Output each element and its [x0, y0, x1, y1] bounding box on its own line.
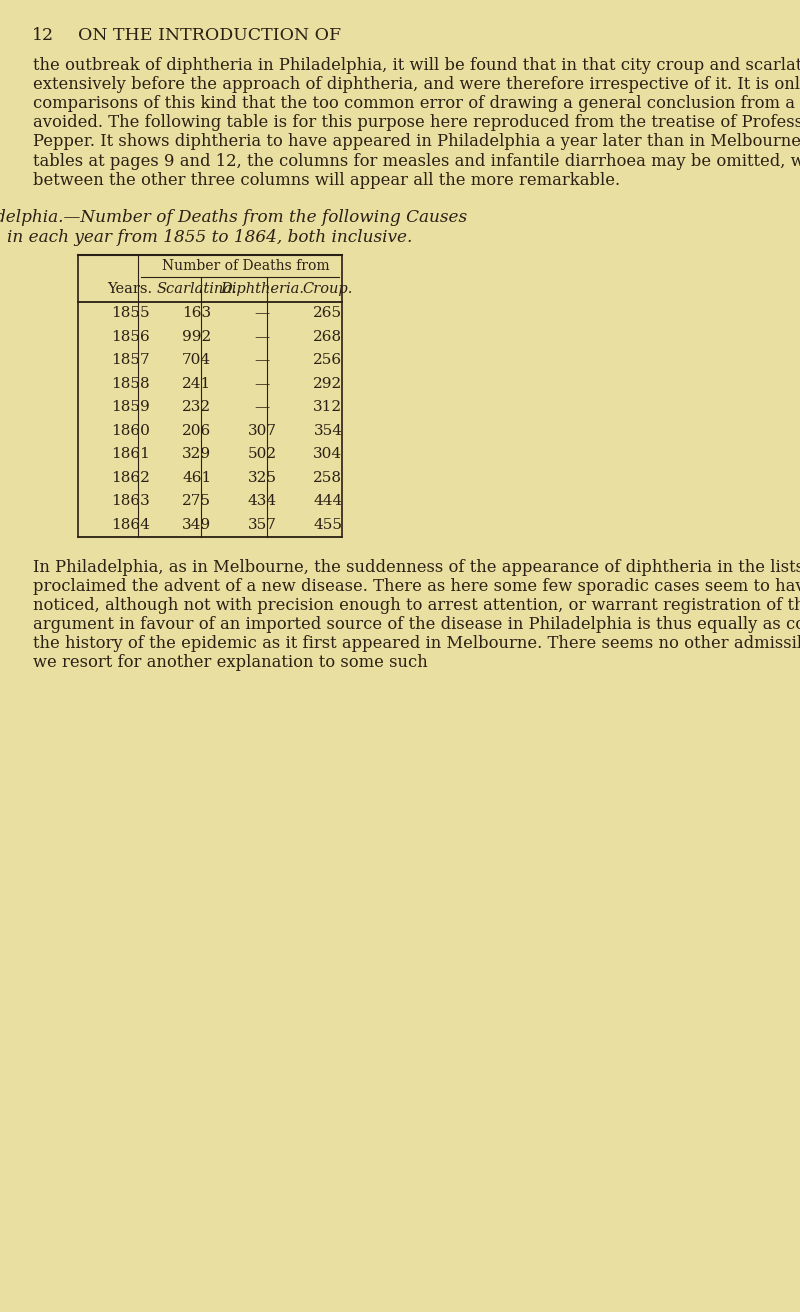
Text: 444: 444 — [314, 495, 342, 508]
Text: 258: 258 — [314, 471, 342, 485]
Text: 1862: 1862 — [110, 471, 150, 485]
Text: —: — — [254, 306, 270, 320]
Text: tables at pages 9 and 12, the columns for measles and infantile diarrhoea may be: tables at pages 9 and 12, the columns fo… — [33, 152, 800, 169]
Text: 1863: 1863 — [110, 495, 150, 508]
Text: 502: 502 — [248, 447, 277, 462]
Text: —: — — [254, 400, 270, 415]
Text: 307: 307 — [248, 424, 277, 438]
Text: 1856: 1856 — [110, 329, 150, 344]
Text: the history of the epidemic as it first appeared in Melbourne. There seems no ot: the history of the epidemic as it first … — [33, 635, 800, 652]
Text: proclaimed the advent of a new disease. There as here some few sporadic cases se: proclaimed the advent of a new disease. … — [33, 577, 800, 594]
Text: 325: 325 — [248, 471, 277, 485]
Text: 304: 304 — [314, 447, 342, 462]
Text: 329: 329 — [182, 447, 211, 462]
Text: comparisons of this kind that the too common error of drawing a general conclusi: comparisons of this kind that the too co… — [33, 96, 800, 113]
Text: 1861: 1861 — [110, 447, 150, 462]
Text: 12: 12 — [31, 28, 54, 45]
Text: ON THE INTRODUCTION OF: ON THE INTRODUCTION OF — [78, 28, 342, 45]
Text: 1859: 1859 — [110, 400, 150, 415]
Text: 163: 163 — [182, 306, 211, 320]
Text: 1858: 1858 — [110, 377, 150, 391]
Text: In Philadelphia, as in Melbourne, the suddenness of the appearance of diphtheria: In Philadelphia, as in Melbourne, the su… — [33, 559, 800, 576]
Text: 349: 349 — [182, 518, 211, 531]
Text: 704: 704 — [182, 353, 211, 367]
Text: 354: 354 — [314, 424, 342, 438]
Text: 455: 455 — [314, 518, 342, 531]
Text: 232: 232 — [182, 400, 211, 415]
Text: 434: 434 — [248, 495, 277, 508]
Text: 1860: 1860 — [110, 424, 150, 438]
Text: 256: 256 — [314, 353, 342, 367]
Text: 265: 265 — [314, 306, 342, 320]
Text: 1857: 1857 — [110, 353, 150, 367]
Text: Years.: Years. — [107, 282, 153, 297]
Text: 241: 241 — [182, 377, 211, 391]
Text: —: — — [254, 377, 270, 391]
Text: extensively before the approach of diphtheria, and were therefore irrespective o: extensively before the approach of dipht… — [33, 76, 800, 93]
Text: Philadelphia.—Number of Deaths from the following Causes: Philadelphia.—Number of Deaths from the … — [0, 209, 467, 226]
Text: Scarlatina.: Scarlatina. — [157, 282, 237, 297]
Text: the outbreak of diphtheria in Philadelphia, it will be found that in that city c: the outbreak of diphtheria in Philadelph… — [33, 56, 800, 73]
Text: Diphtheria.: Diphtheria. — [220, 282, 304, 297]
Text: —: — — [254, 329, 270, 344]
Text: Pepper. It shows diphtheria to have appeared in Philadelphia a year later than i: Pepper. It shows diphtheria to have appe… — [33, 134, 800, 151]
Text: 292: 292 — [314, 377, 342, 391]
Text: 1864: 1864 — [110, 518, 150, 531]
Text: we resort for another explanation to some such: we resort for another explanation to som… — [33, 655, 427, 672]
Text: between the other three columns will appear all the more remarkable.: between the other three columns will app… — [33, 172, 620, 189]
Text: Croup.: Croup. — [302, 282, 353, 297]
Text: 206: 206 — [182, 424, 211, 438]
Text: 992: 992 — [182, 329, 211, 344]
Text: noticed, although not with precision enough to arrest attention, or warrant regi: noticed, although not with precision eno… — [33, 597, 800, 614]
Text: in each year from 1855 to 1864, both inclusive.: in each year from 1855 to 1864, both inc… — [7, 228, 413, 245]
Text: argument in favour of an imported source of the disease in Philadelphia is thus : argument in favour of an imported source… — [33, 615, 800, 632]
Text: avoided. The following table is for this purpose here reproduced from the treati: avoided. The following table is for this… — [33, 114, 800, 131]
Text: Number of Deaths from: Number of Deaths from — [162, 258, 330, 273]
Text: 357: 357 — [248, 518, 277, 531]
Text: 461: 461 — [182, 471, 211, 485]
Text: 1855: 1855 — [110, 306, 150, 320]
Text: —: — — [254, 353, 270, 367]
Text: 312: 312 — [314, 400, 342, 415]
Text: 268: 268 — [314, 329, 342, 344]
Text: 275: 275 — [182, 495, 211, 508]
